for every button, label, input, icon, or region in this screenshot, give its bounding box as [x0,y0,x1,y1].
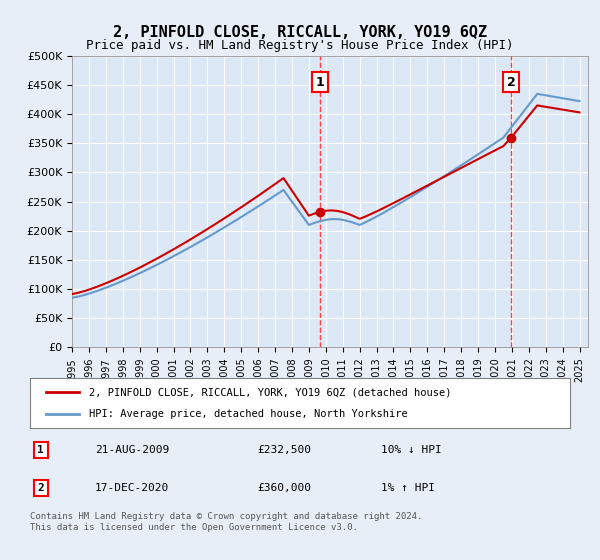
Text: Contains HM Land Registry data © Crown copyright and database right 2024.
This d: Contains HM Land Registry data © Crown c… [30,512,422,532]
Text: 10% ↓ HPI: 10% ↓ HPI [381,445,442,455]
Text: 2: 2 [507,76,515,88]
Text: 1: 1 [37,445,44,455]
Text: 2, PINFOLD CLOSE, RICCALL, YORK, YO19 6QZ: 2, PINFOLD CLOSE, RICCALL, YORK, YO19 6Q… [113,25,487,40]
Text: 2: 2 [37,483,44,493]
Text: 1: 1 [316,76,324,88]
Text: 1% ↑ HPI: 1% ↑ HPI [381,483,435,493]
Text: HPI: Average price, detached house, North Yorkshire: HPI: Average price, detached house, Nort… [89,409,408,419]
Text: £232,500: £232,500 [257,445,311,455]
Text: 17-DEC-2020: 17-DEC-2020 [95,483,169,493]
Text: Price paid vs. HM Land Registry's House Price Index (HPI): Price paid vs. HM Land Registry's House … [86,39,514,52]
Text: £360,000: £360,000 [257,483,311,493]
Text: 21-AUG-2009: 21-AUG-2009 [95,445,169,455]
Text: 2, PINFOLD CLOSE, RICCALL, YORK, YO19 6QZ (detached house): 2, PINFOLD CLOSE, RICCALL, YORK, YO19 6Q… [89,387,452,397]
